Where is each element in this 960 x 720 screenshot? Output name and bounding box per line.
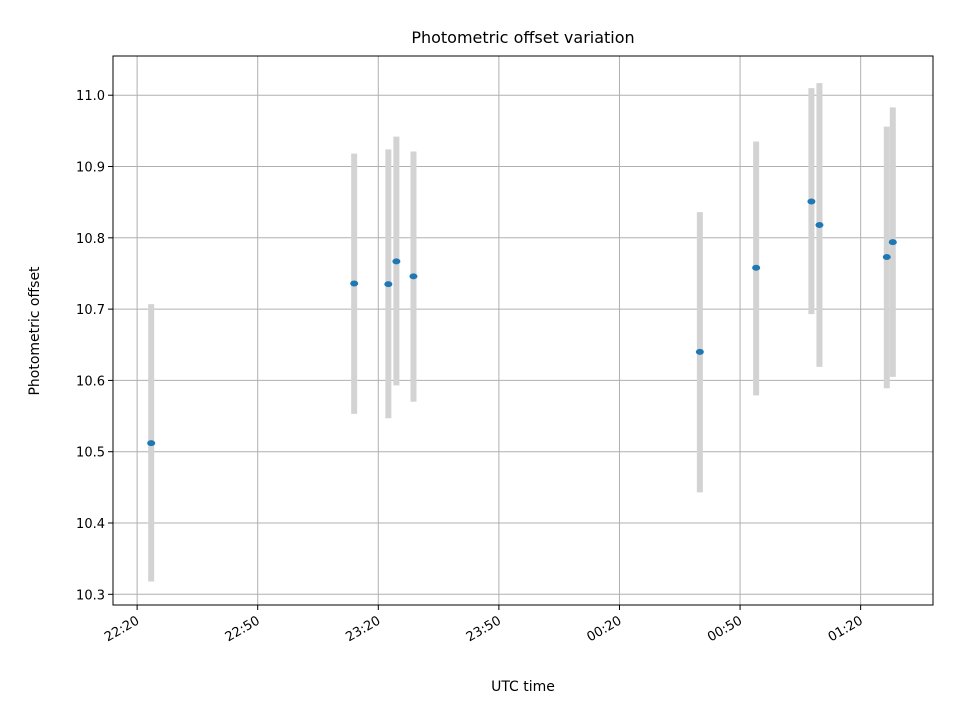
data-point — [882, 254, 891, 261]
y-tick-label: 10.5 — [76, 446, 105, 461]
y-tick-label: 10.9 — [76, 161, 105, 176]
data-point — [815, 221, 824, 228]
data-point — [350, 280, 359, 287]
y-tick-label: 10.8 — [76, 232, 105, 247]
x-axis-label: UTC time — [491, 679, 555, 695]
plot-frame — [112, 55, 934, 606]
y-tick-label: 10.4 — [76, 517, 105, 532]
data-point — [807, 198, 816, 205]
data-point — [409, 273, 418, 280]
y-axis-ticks: 10.3 10.4 10.5 10.6 10.7 10.8 10.9 11.0 — [76, 89, 113, 603]
data-point — [147, 440, 156, 447]
data-point — [888, 239, 897, 246]
y-tick-label: 11.0 — [76, 89, 105, 104]
y-tick-label: 10.6 — [76, 374, 105, 389]
grid — [113, 56, 933, 605]
y-axis-label: Photometric offset — [27, 266, 43, 396]
plot-area — [113, 56, 933, 605]
data-points — [147, 198, 897, 447]
data-point — [695, 348, 704, 355]
y-tick-label: 10.7 — [76, 303, 105, 318]
data-point — [384, 281, 393, 288]
y-tick-label: 10.3 — [76, 588, 105, 603]
data-point — [752, 264, 761, 271]
data-point — [392, 258, 401, 265]
chart-title: Photometric offset variation — [411, 28, 634, 47]
